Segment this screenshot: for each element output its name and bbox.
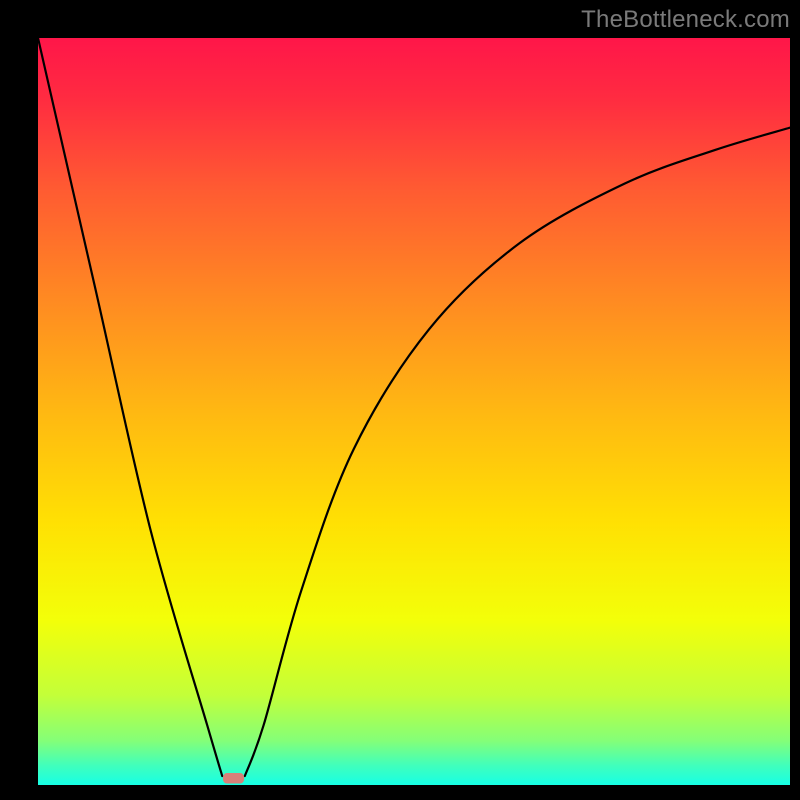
plot-area (38, 38, 790, 785)
watermark-text: TheBottleneck.com (581, 6, 790, 34)
dip-marker (223, 773, 244, 783)
plot-background (38, 38, 790, 785)
frame-border-left (0, 0, 38, 800)
frame-border-bottom (0, 785, 800, 800)
frame-border-right (790, 0, 800, 800)
chart-frame: TheBottleneck.com (0, 0, 800, 800)
plot-svg (38, 38, 790, 785)
